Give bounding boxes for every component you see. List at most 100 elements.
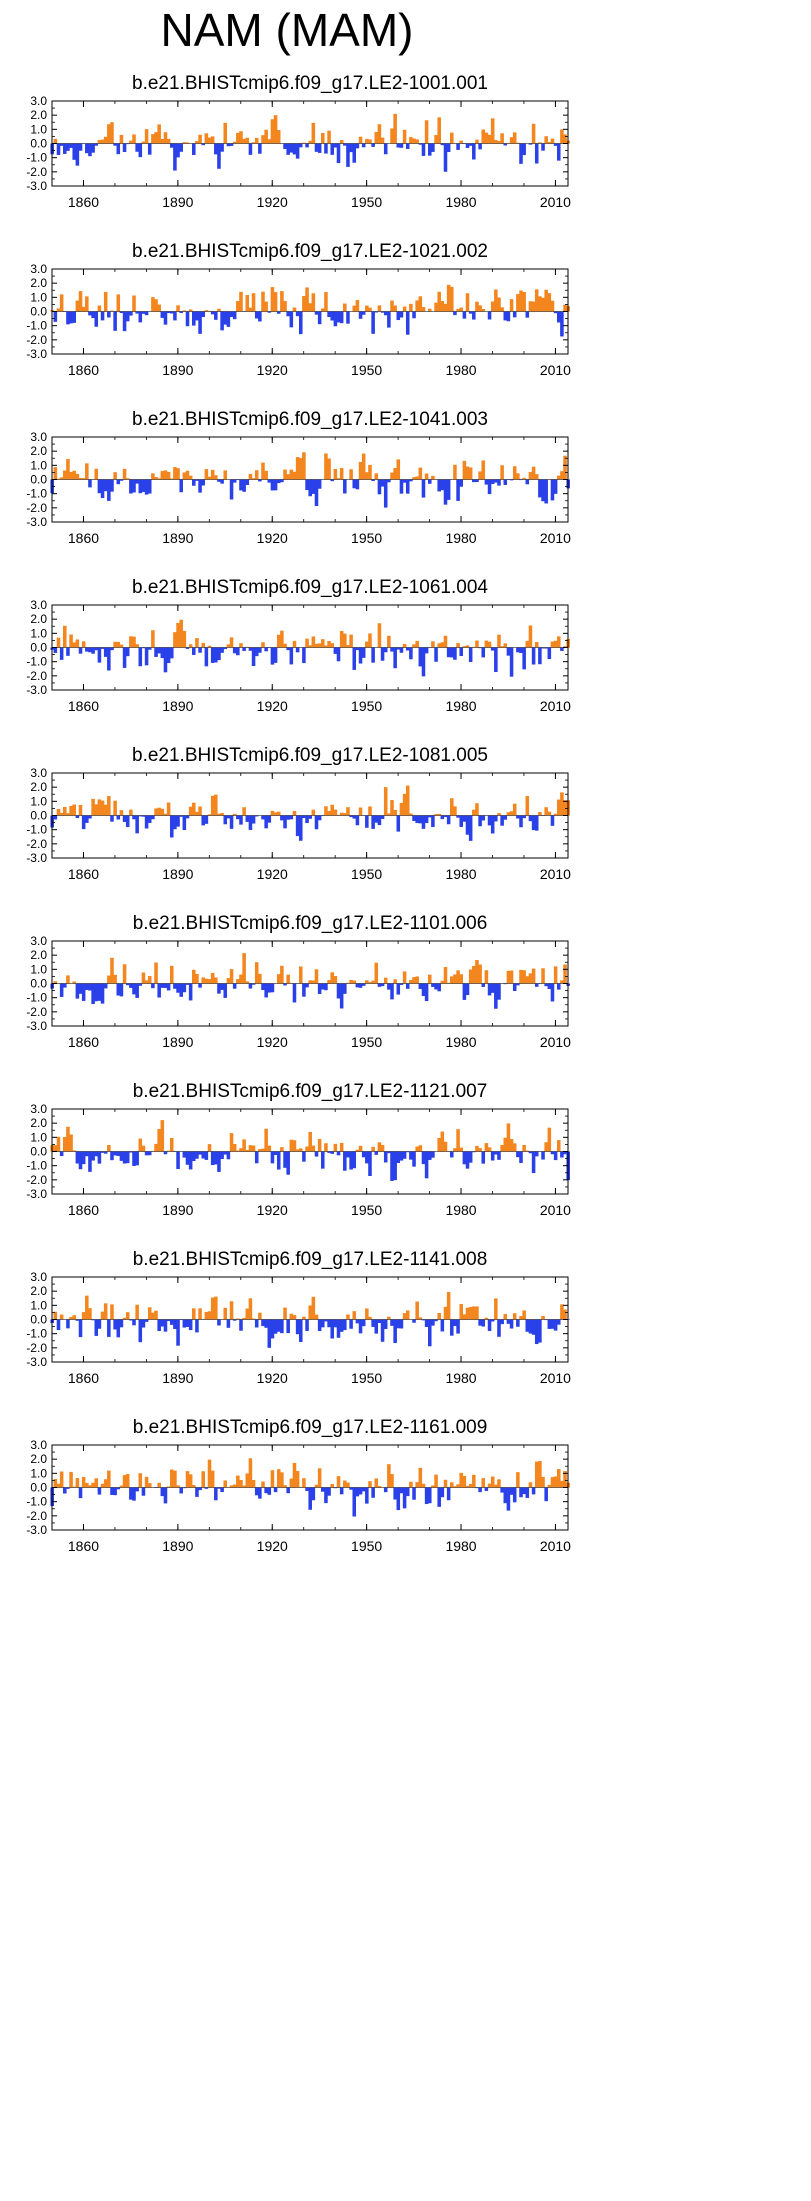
positive-bar [475,803,479,816]
positive-bar [261,1481,265,1488]
negative-bar [302,647,306,664]
y-tick-label: 1.0 [30,794,47,808]
y-tick-label: 3.0 [30,1270,47,1284]
negative-bar [405,311,410,335]
positive-bar [157,1482,161,1488]
positive-bar [528,973,533,984]
negative-bar [226,311,231,327]
positive-bar [245,1308,250,1320]
positive-bar [72,981,76,984]
negative-bar [176,983,180,993]
negative-bar [254,1151,259,1164]
positive-bar [387,1316,391,1320]
negative-bar [100,311,105,321]
negative-bar [289,311,294,328]
positive-bar [107,1145,111,1152]
positive-bar [368,1481,372,1488]
positive-bar [192,969,196,984]
negative-bar [179,143,183,152]
negative-bar [273,1151,278,1156]
negative-bar [270,983,275,993]
positive-bar [280,630,284,648]
negative-bar [462,1151,467,1165]
negative-bar [94,1151,99,1157]
negative-bar [229,815,234,829]
positive-bar [490,1476,495,1488]
positive-bar [459,140,463,144]
negative-bar [333,647,338,654]
y-tick-label: 0.0 [30,305,47,319]
negative-bar [248,647,253,651]
positive-bar [69,471,73,480]
negative-bar [349,815,353,818]
positive-bar [494,289,498,312]
positive-bar [251,1145,256,1152]
positive-bar [283,1485,287,1488]
positive-bar [311,980,316,984]
positive-bar [346,1482,350,1488]
negative-bar [261,815,265,820]
negative-bar [405,479,410,494]
y-tick-label: 3.0 [30,1102,47,1116]
negative-bar [107,479,111,501]
negative-bar [100,983,105,1004]
negative-bar [122,815,127,822]
negative-bar [72,311,76,323]
negative-bar [365,815,369,828]
positive-bar [538,296,542,312]
negative-bar [286,1319,290,1334]
positive-bar [327,458,331,480]
negative-bar [85,983,89,990]
positive-bar [563,134,567,144]
negative-bar [188,983,193,1001]
negative-bar [358,311,363,319]
x-tick-label: 1890 [162,1202,193,1218]
positive-bar [437,1312,441,1320]
negative-bar [302,1151,306,1162]
positive-bar [462,460,467,480]
positive-bar [472,809,476,816]
positive-bar [276,811,281,816]
positive-bar [311,122,316,144]
positive-bar [544,1142,548,1152]
negative-bar [113,1319,117,1330]
positive-bar [399,802,404,816]
negative-bar [66,311,70,325]
negative-bar [355,815,360,826]
negative-bar [396,143,401,148]
x-tick-label: 1890 [162,1370,193,1386]
positive-bar [330,1483,334,1488]
positive-bar [522,1144,526,1152]
negative-bar [361,311,366,315]
x-tick-label: 2010 [540,866,571,882]
positive-bar [472,1474,476,1488]
positive-bar [450,286,454,312]
positive-bar [560,471,564,480]
positive-bar [500,133,504,144]
positive-bar [327,811,331,816]
negative-bar [544,983,548,987]
panel-8: b.e21.BHISTcmip6.f09_g17.LE2-1141.0083.0… [26,1249,571,1386]
negative-bar [494,647,498,673]
negative-bar [402,1151,407,1159]
negative-bar [399,1487,404,1494]
positive-bar [292,1315,297,1320]
positive-bar [100,139,105,144]
y-tick-label: -2.0 [26,501,47,515]
negative-bar [289,815,294,820]
positive-bar [236,301,240,312]
negative-bar [298,311,303,335]
negative-bar [242,647,246,651]
negative-bar [261,983,265,990]
negative-bar [147,479,152,494]
negative-bar [456,479,460,501]
positive-bar [195,811,199,816]
negative-bar [522,815,526,819]
negative-bar [113,1151,117,1156]
negative-bar [69,311,73,324]
negative-bar [443,143,448,172]
negative-bar [229,479,234,500]
negative-bar [352,1487,357,1517]
positive-bar [437,643,441,648]
positive-bar [157,807,161,816]
